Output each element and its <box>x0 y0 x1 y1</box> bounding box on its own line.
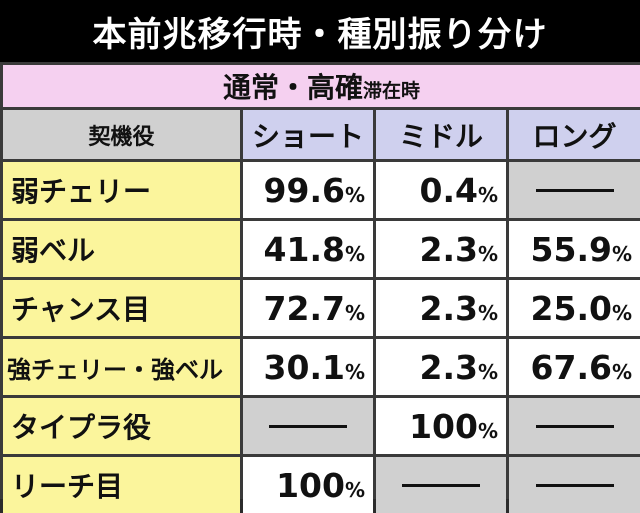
row-label: 強チェリー・強ベル <box>3 339 240 395</box>
subtitle: 通常・高確 滞在時 <box>3 65 640 107</box>
value-cell: 2.3% <box>376 221 506 277</box>
value-cell: 100% <box>376 398 506 454</box>
value-cell: 55.9% <box>509 221 640 277</box>
value-cell: 100% <box>243 457 373 513</box>
row-label: チャンス目 <box>3 280 240 336</box>
empty-cell <box>376 457 506 513</box>
column-header: 契機役 <box>3 110 240 159</box>
subtitle-small: 滞在時 <box>363 79 421 102</box>
empty-cell <box>509 398 640 454</box>
empty-cell <box>509 457 640 513</box>
value-cell: 99.6% <box>243 162 373 218</box>
row-label: 弱ベル <box>3 221 240 277</box>
row-label: タイプラ役 <box>3 398 240 454</box>
table: 通常・高確 滞在時 契機役 ショート ミドル ロング弱チェリー 99.6% 0.4% 弱ベル 4… <box>0 62 640 513</box>
column-header: ショート <box>243 110 373 159</box>
dash <box>402 483 480 487</box>
value-cell: 2.3% <box>376 339 506 395</box>
column-header: ロング <box>509 110 640 159</box>
value-cell: 0.4% <box>376 162 506 218</box>
title: 本前兆移行時・種別振り分け <box>0 0 640 62</box>
column-header: ミドル <box>376 110 506 159</box>
dash <box>535 188 614 192</box>
value-cell: 67.6% <box>509 339 640 395</box>
value-cell: 41.8% <box>243 221 373 277</box>
value-cell: 2.3% <box>376 280 506 336</box>
value-cell: 25.0% <box>509 280 640 336</box>
row-label: 弱チェリー <box>3 162 240 218</box>
empty-cell <box>509 162 640 218</box>
subtitle-main: 通常・高確 <box>222 71 363 104</box>
empty-cell <box>243 398 373 454</box>
dash <box>535 483 614 487</box>
dash <box>535 424 614 428</box>
dash <box>269 424 347 428</box>
row-label: リーチ目 <box>3 457 240 513</box>
value-cell: 72.7% <box>243 280 373 336</box>
value-cell: 30.1% <box>243 339 373 395</box>
